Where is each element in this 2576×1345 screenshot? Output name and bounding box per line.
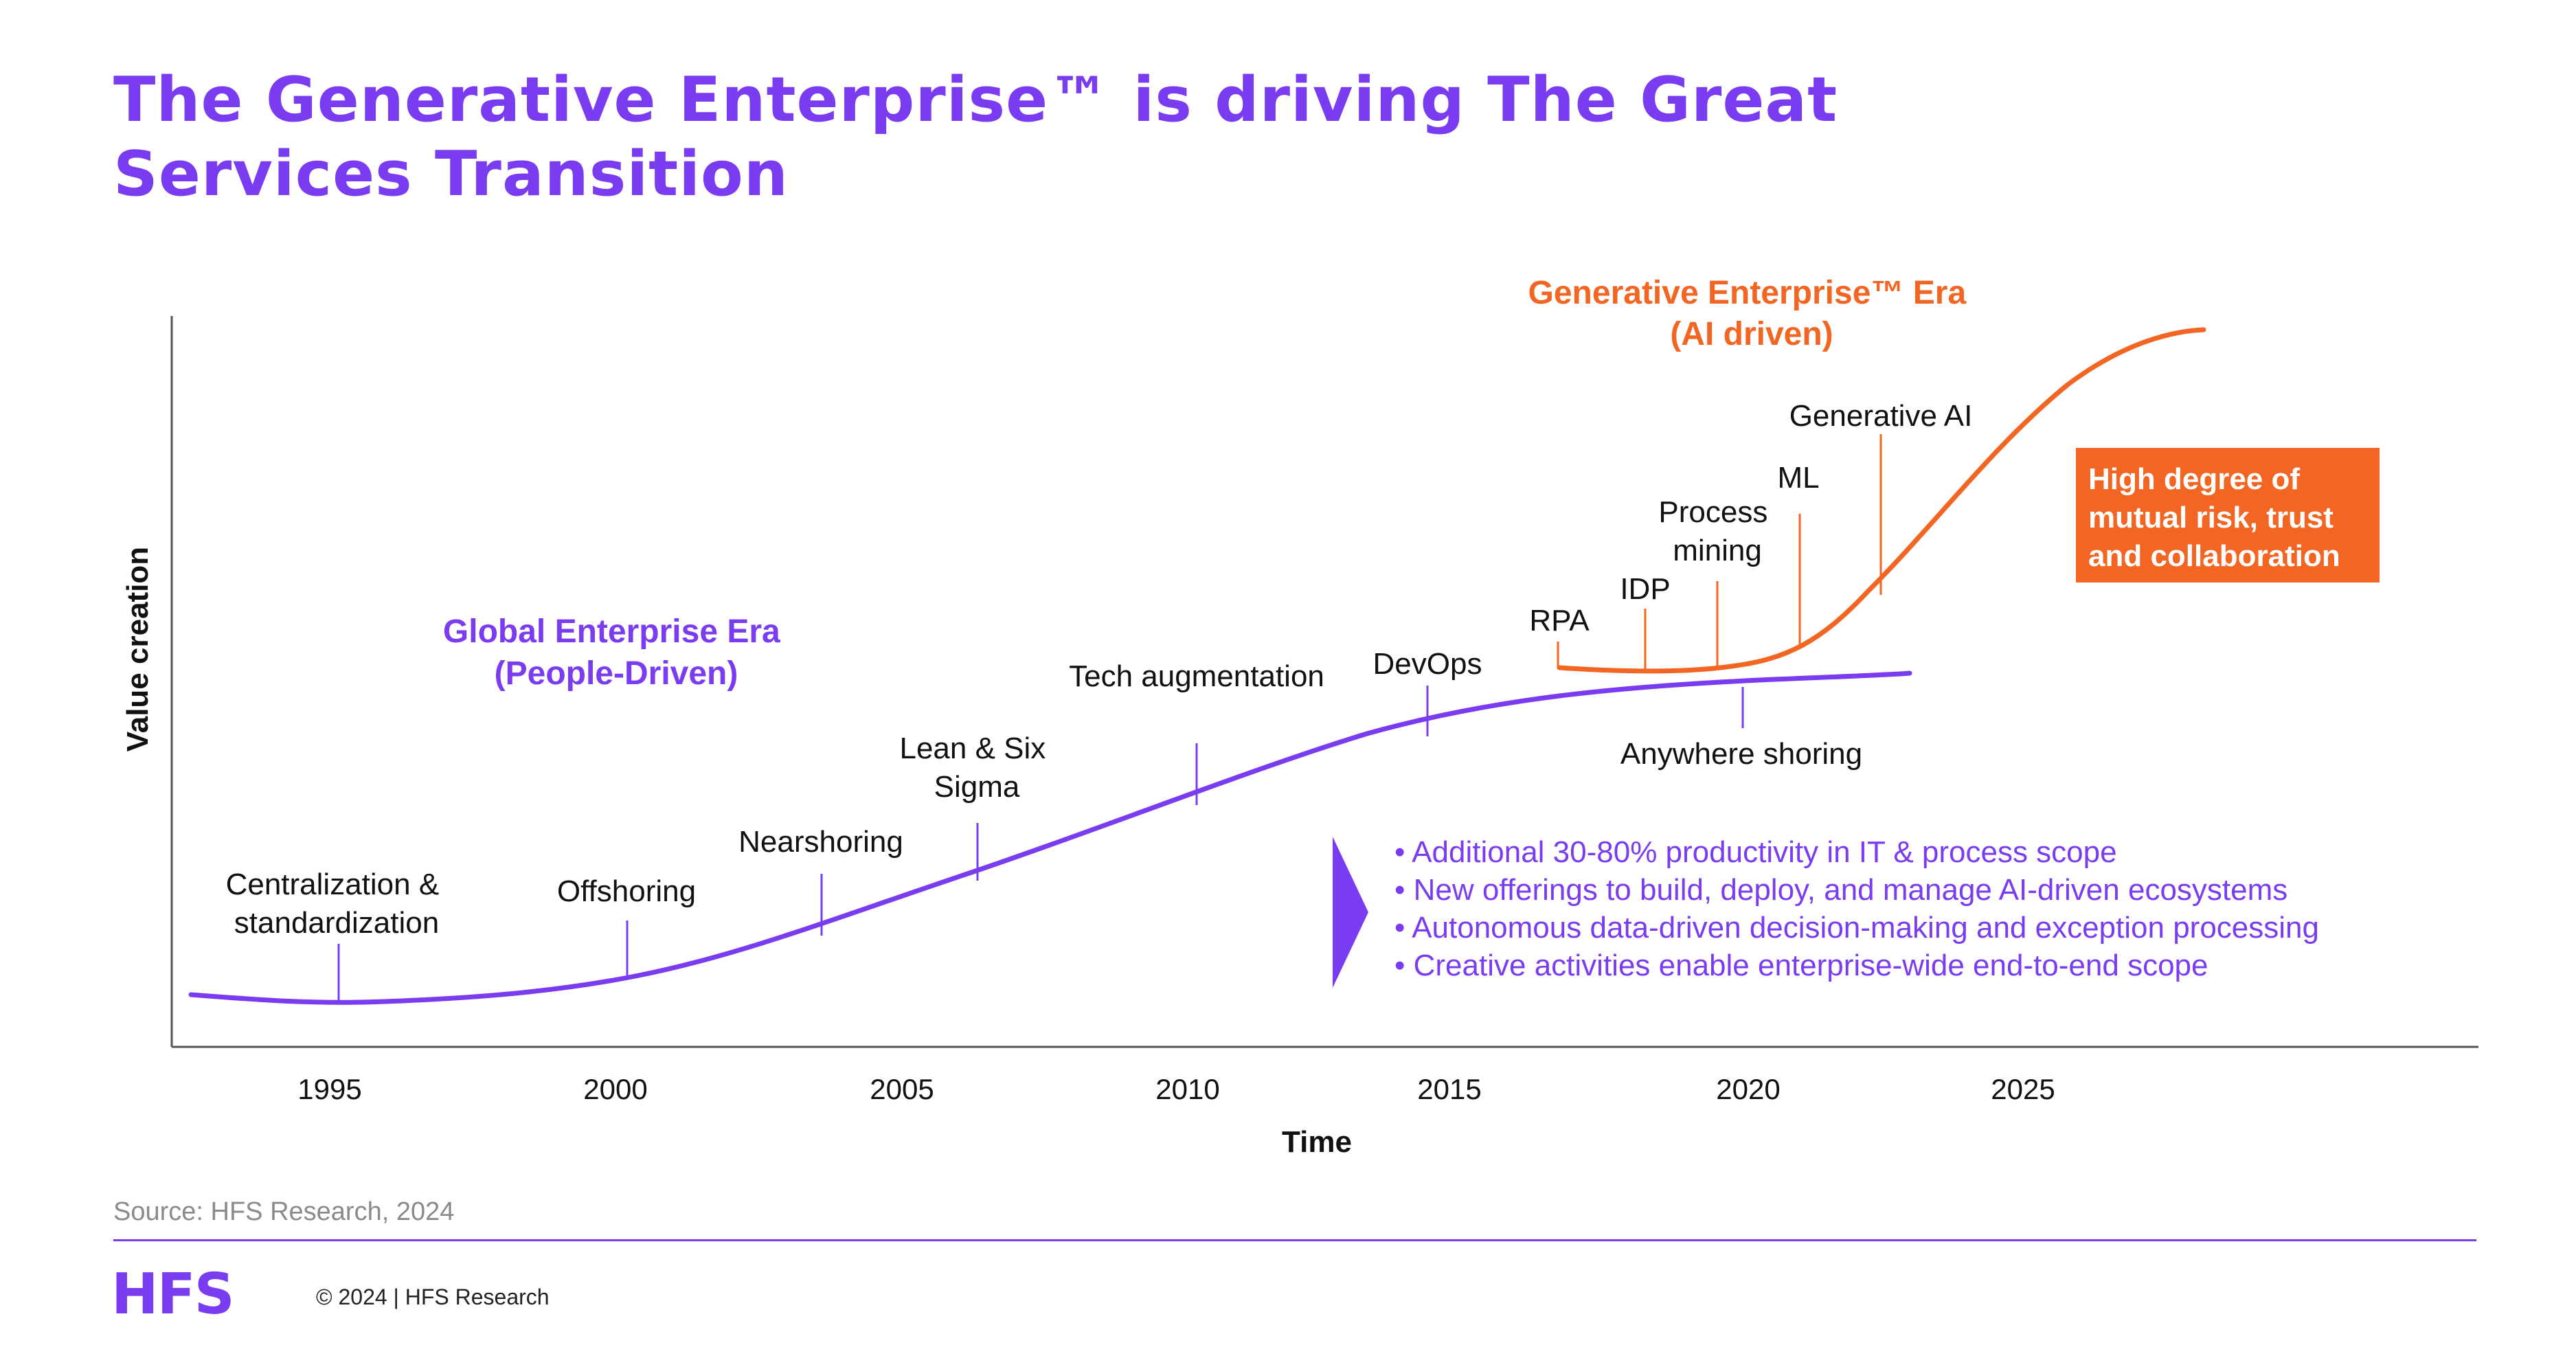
milestone-label: Lean & Six Sigma: [899, 732, 1054, 804]
milestone-label: DevOps: [1373, 647, 1482, 681]
y-axis-title: Value creation: [121, 547, 155, 751]
milestone-label: Generative AI: [1789, 399, 1973, 433]
callout-line: mutual risk, trust: [2088, 501, 2334, 534]
benefit-bullet: • New offerings to build, deploy, and ma…: [1394, 873, 2287, 907]
year-label: 2020: [1716, 1073, 1780, 1105]
global-era-title-line: Global Enterprise Era: [443, 613, 780, 650]
hfs-logo: HFS: [111, 1262, 235, 1327]
milestone-label: IDP: [1620, 572, 1670, 606]
milestone-label: Nearshoring: [738, 825, 903, 859]
year-label: 2015: [1417, 1073, 1481, 1105]
milestone-label-line: standardization: [234, 906, 439, 940]
milestone-label: Anywhere shoring: [1620, 737, 1862, 771]
year-label: 2000: [583, 1073, 647, 1105]
milestone-label: Offshoring: [557, 874, 696, 908]
global-era-title-line: (People-Driven): [495, 655, 738, 692]
source-note: Source: HFS Research, 2024: [113, 1197, 455, 1226]
milestone-label-line: mining: [1673, 534, 1762, 567]
page-title-line-1: The Generative Enterprise™ is driving Th…: [113, 64, 1838, 136]
year-label: 2010: [1155, 1073, 1219, 1105]
milestone-label: Centralization & standardization: [226, 868, 448, 940]
benefit-bullet: • Additional 30-80% productivity in IT &…: [1394, 835, 2117, 869]
milestone-label: ML: [1777, 461, 1819, 495]
page-title: The Generative Enterprise™ is driving Th…: [113, 63, 2380, 212]
benefit-bullet: • Creative activities enable enterprise-…: [1394, 949, 2208, 982]
benefit-bullet: • Autonomous data-driven decision-making…: [1394, 911, 2319, 945]
global-era-curve: [188, 670, 1912, 1005]
callout-line: and collaboration: [2088, 539, 2340, 573]
milestone-label-line: Lean & Six: [899, 732, 1046, 765]
footer-divider: [113, 1239, 2476, 1241]
generative-era-curve: [1557, 327, 2206, 674]
milestone-label: RPA: [1529, 604, 1590, 637]
milestone-label-line: Sigma: [934, 770, 1020, 804]
chevron-right-icon: [1333, 837, 1368, 988]
callout-line: High degree of: [2088, 462, 2301, 496]
milestone-label: Tech augmentation: [1069, 659, 1324, 693]
page-title-line-2: Services Transition: [113, 138, 789, 210]
generative-era-title-line: Generative Enterprise™ Era: [1528, 275, 1967, 311]
copyright-text: © 2024 | HFS Research: [316, 1285, 550, 1309]
year-label: 2025: [1991, 1073, 2055, 1105]
generative-era-title-line: (AI driven): [1670, 316, 1833, 352]
milestone-label-line: Process: [1658, 495, 1767, 529]
milestone-label: Process mining: [1658, 495, 1776, 567]
global-era-title: Global Enterprise Era (People-Driven): [443, 613, 789, 692]
milestone-label-line: Centralization &: [226, 868, 440, 901]
x-axis-title: Time: [1282, 1125, 1352, 1159]
generative-era-title: Generative Enterprise™ Era (AI driven): [1528, 275, 1976, 352]
year-label: 1995: [297, 1073, 361, 1105]
year-label: 2005: [870, 1073, 934, 1105]
risk-callout-box: High degree of mutual risk, trust and co…: [2076, 448, 2380, 583]
